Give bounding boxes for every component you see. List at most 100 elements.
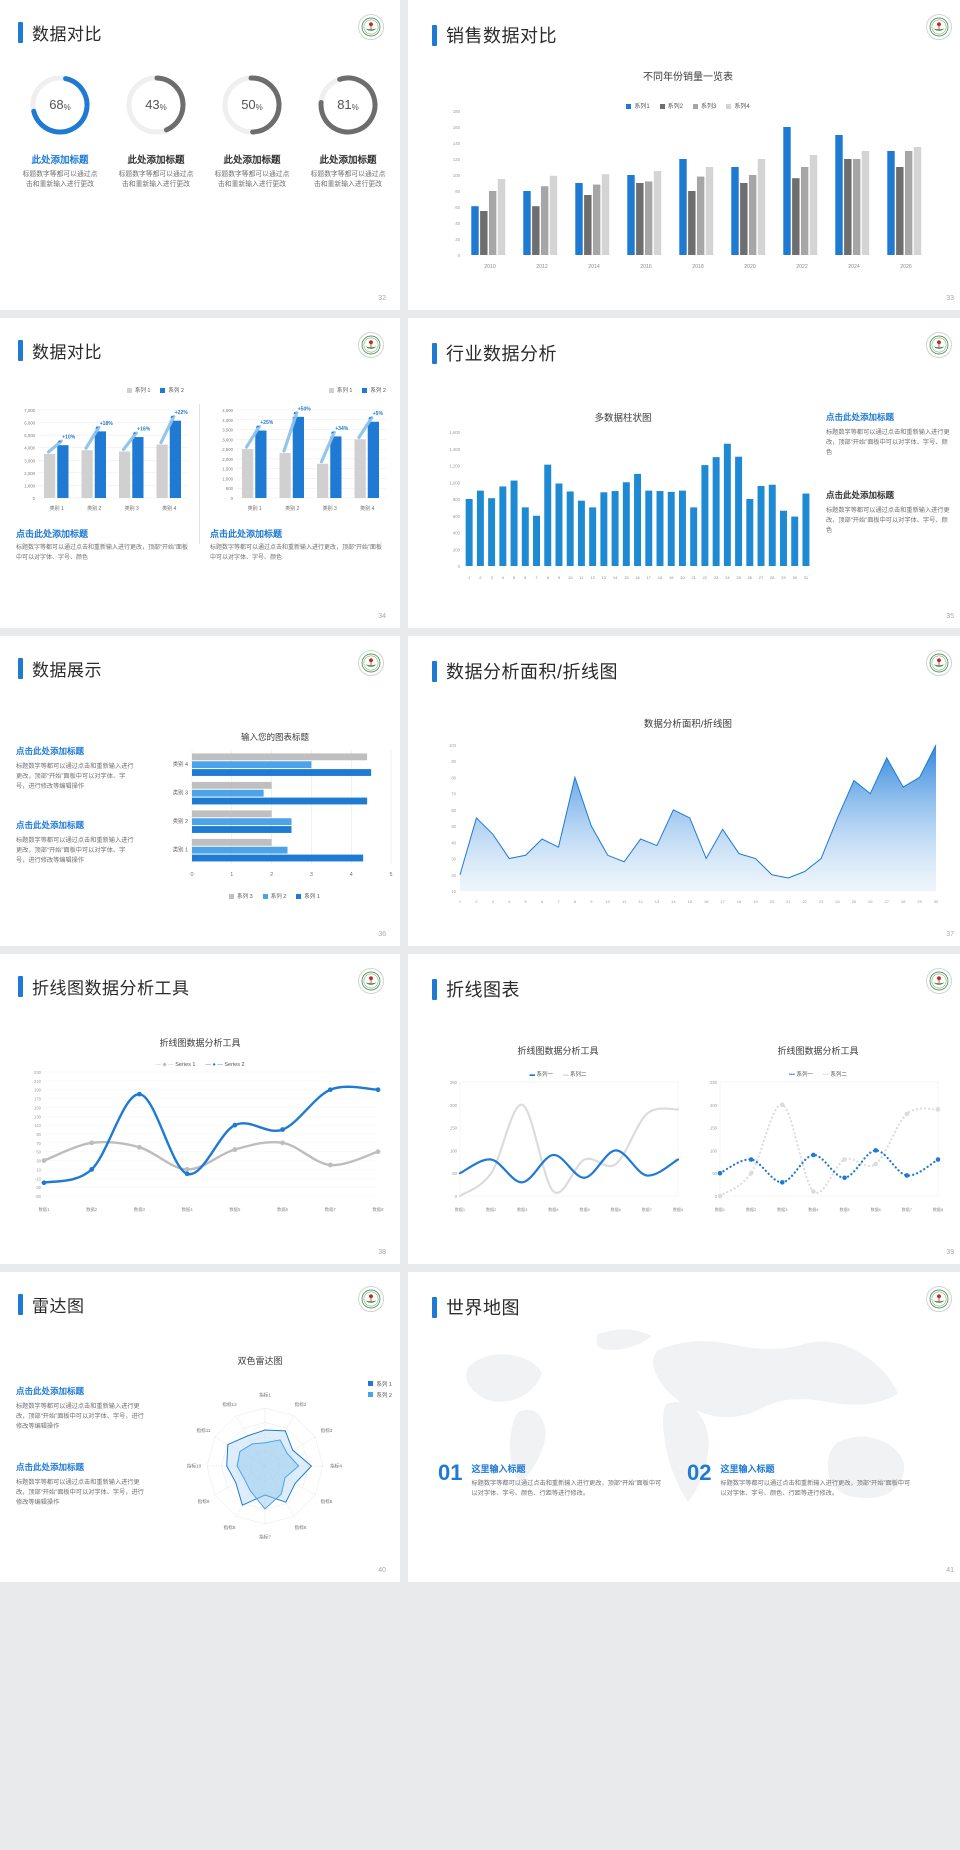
svg-text:90: 90 — [36, 1132, 41, 1137]
svg-text:类别 2: 类别 2 — [285, 505, 299, 512]
svg-text:指标3: 指标3 — [321, 1427, 333, 1434]
legend-item: 系列 2 — [262, 892, 286, 900]
side-body-1: 标题数字等都可以通过点击和重新输入进行更改，顶部“开始”面板中可以对字体、字号，… — [16, 763, 134, 790]
legend-label: 系列2 — [667, 104, 683, 110]
svg-text:500: 500 — [226, 486, 234, 491]
donut-pct: % — [160, 103, 167, 112]
side-body-2: 标题数字等都可以通过点击和重新输入进行更改，顶部“开始”面板中可以对字体、字号、… — [826, 507, 950, 534]
svg-text:指标5: 指标5 — [321, 1498, 333, 1505]
svg-text:-10: -10 — [35, 1176, 42, 1181]
legend-item: — ● — Series 2 — [205, 1062, 245, 1068]
chart-legend: 系列 1 系列 2 — [368, 1380, 392, 1399]
svg-text:50: 50 — [451, 824, 456, 829]
legend-item: 系列2 — [659, 101, 683, 110]
slide-40[interactable]: 雷达图 点击此处添加标题 标题数字等都可以通过点击和重新输入进行更改，顶部“开始… — [0, 1272, 400, 1582]
svg-text:19: 19 — [669, 575, 674, 580]
svg-text:16: 16 — [635, 575, 640, 580]
svg-text:15: 15 — [688, 899, 693, 904]
svg-text:4,500: 4,500 — [222, 408, 233, 413]
svg-text:110: 110 — [34, 1123, 41, 1128]
slide-36-title: 数据展示 — [18, 656, 102, 681]
donut-label: 此处添加标题 — [31, 155, 89, 166]
flower-emblem-logo-icon — [358, 14, 384, 40]
svg-text:0: 0 — [231, 496, 234, 501]
slide-36[interactable]: 数据展示 点击此处添加标题 标题数字等都可以通过点击和重新输入进行更改，顶部“开… — [0, 636, 400, 946]
svg-text:数据1: 数据1 — [455, 1206, 466, 1212]
side-block-1: 点击此处添加标题 标题数字等都可以通过点击和重新输入进行更改，顶部“开始”面板中… — [16, 744, 136, 791]
chart-title: 数据分析面积/折线图 — [643, 719, 733, 730]
donut-label: 此处添加标题 — [127, 155, 185, 166]
legend-label: 系列二 — [830, 1072, 847, 1078]
svg-text:30: 30 — [451, 857, 456, 862]
svg-text:60: 60 — [455, 205, 460, 210]
legend-label: 系列4 — [734, 104, 750, 110]
svg-text:数据2: 数据2 — [86, 1206, 98, 1213]
svg-text:6: 6 — [524, 575, 527, 580]
svg-text:0: 0 — [191, 872, 194, 878]
donut-card[interactable]: 43% 此处添加标题 标题数字等都可以通过点击和重新输入进行更改 — [110, 72, 202, 190]
svg-text:20: 20 — [455, 237, 460, 242]
horizontal-bar-chart: 0 1 2 3 4 5 类别 1 类别 2 类别 3 类别 4 — [173, 750, 393, 878]
svg-text:4: 4 — [350, 872, 353, 878]
dual-line-chart: -50 -30 -10 10 30 50 70 90 110 130 150 170 190 210 230… — [34, 1070, 384, 1213]
slide-37[interactable]: 数据分析面积/折线图 数据分析面积/折线图 10 20 30 40 50 60 70 80 90… — [408, 636, 960, 946]
svg-text:30: 30 — [934, 899, 939, 904]
side-block-2: 点击此处添加标题 标题数字等都可以通过点击和重新输入进行更改，顶部“开始”面板中… — [826, 488, 952, 535]
page-number: 40 — [378, 1567, 386, 1574]
legend-item: 系列4 — [726, 101, 750, 110]
svg-text:2: 2 — [270, 872, 273, 878]
donut-card[interactable]: 81% 此处添加标题 标题数字等都可以通过点击和重新输入进行更改 — [302, 72, 394, 190]
slide-32[interactable]: 数据对比 68% 此处添加标题 标题数字等都可以通过点击和重新输入进行更改 43… — [0, 0, 400, 310]
callout-02[interactable]: 02 这里输入标题 标题数字等都可以通过点击和重新输入进行更改，顶部“开始”面板… — [687, 1461, 912, 1499]
legend-item: ▬ 系列一 — [529, 1072, 553, 1078]
title-accent-bar — [18, 658, 23, 679]
svg-text:24: 24 — [835, 899, 840, 904]
slide-35[interactable]: 行业数据分析 多数据柱状图 0 200 400 600 800 1,000 1,200 1,4… — [408, 318, 960, 628]
svg-text:140: 140 — [453, 141, 461, 146]
page-number: 32 — [378, 295, 386, 302]
side-block-2: 点击此处添加标题 标题数字等都可以通过点击和重新输入进行更改，顶部“开始”面板中… — [16, 818, 136, 865]
slide-34[interactable]: 数据对比 系列 1 系列 2 0 1,000 2,000 3,000 4,000 5,00… — [0, 318, 400, 628]
svg-text:10: 10 — [568, 575, 573, 580]
slide-39[interactable]: 折线图表 折线图数据分析工具 ▬ 系列一 ▬ 系列二 0 50 100 150 200 2… — [408, 954, 960, 1264]
title-accent-bar — [18, 22, 23, 43]
donut-card[interactable]: 68% 此处添加标题 标题数字等都可以通过点击和重新输入进行更改 — [14, 72, 106, 190]
svg-text:26: 26 — [748, 575, 753, 580]
title-accent-bar — [18, 976, 23, 997]
legend-item: 系列 2 — [362, 386, 386, 394]
donut-label: 此处添加标题 — [223, 155, 281, 166]
legend-label: 系列 1 — [376, 1382, 392, 1388]
slide-41[interactable]: 世界地图 01 这里输入标题 标题数字等都可以通过点击和重新输入进行更改，顶部“… — [408, 1272, 960, 1582]
donut-desc: 标题数字等都可以通过点击和重新输入进行更改 — [118, 171, 194, 189]
svg-text:81%: 81% — [337, 97, 359, 112]
legend-item: 系列 1 — [126, 386, 151, 394]
svg-text:23: 23 — [819, 899, 824, 904]
svg-text:2016: 2016 — [640, 264, 652, 270]
side-headline-2: 点击此处添加标题 — [16, 820, 85, 830]
legend-item: ▬ 系列二 — [563, 1072, 587, 1078]
svg-text:14: 14 — [671, 899, 676, 904]
svg-text:11: 11 — [579, 575, 584, 580]
legend-label: 系列 1 — [134, 388, 151, 394]
svg-text:+16%: +16% — [137, 427, 150, 433]
svg-text:200: 200 — [453, 547, 461, 552]
page-number: 41 — [946, 1567, 954, 1574]
donut-pct: % — [64, 103, 71, 112]
slide-33[interactable]: 销售数据对比 不同年份销量一览表 系列1 系列2 系列3 系列4 0 20 40 60… — [408, 0, 960, 310]
svg-text:230: 230 — [34, 1070, 42, 1075]
svg-text:80: 80 — [455, 189, 460, 194]
donut-card[interactable]: 50% 此处添加标题 标题数字等都可以通过点击和重新输入进行更改 — [206, 72, 298, 190]
svg-text:1,600: 1,600 — [449, 430, 460, 435]
slide-38[interactable]: 折线图数据分析工具 折线图数据分析工具 — ◆ — Series 1 — ● —… — [0, 954, 400, 1264]
chart-legend: — ◆ — Series 1 — ● — Series 2 — [0, 1062, 400, 1068]
side-headline-1: 点击此处添加标题 — [16, 746, 85, 756]
callout-01[interactable]: 01 这里输入标题 标题数字等都可以通过点击和重新输入进行更改，顶部“开始”面板… — [438, 1461, 663, 1499]
svg-text:23: 23 — [714, 575, 719, 580]
chart-legend: 系列1 系列2 系列3 系列4 — [408, 101, 960, 110]
svg-text:100: 100 — [453, 173, 461, 178]
page-title: 雷达图 — [32, 1297, 85, 1316]
svg-text:12: 12 — [638, 899, 643, 904]
side-headline-2: 点击此处添加标题 — [826, 490, 895, 500]
svg-text:800: 800 — [453, 497, 461, 502]
slide-32-title: 数据对比 — [18, 20, 102, 45]
